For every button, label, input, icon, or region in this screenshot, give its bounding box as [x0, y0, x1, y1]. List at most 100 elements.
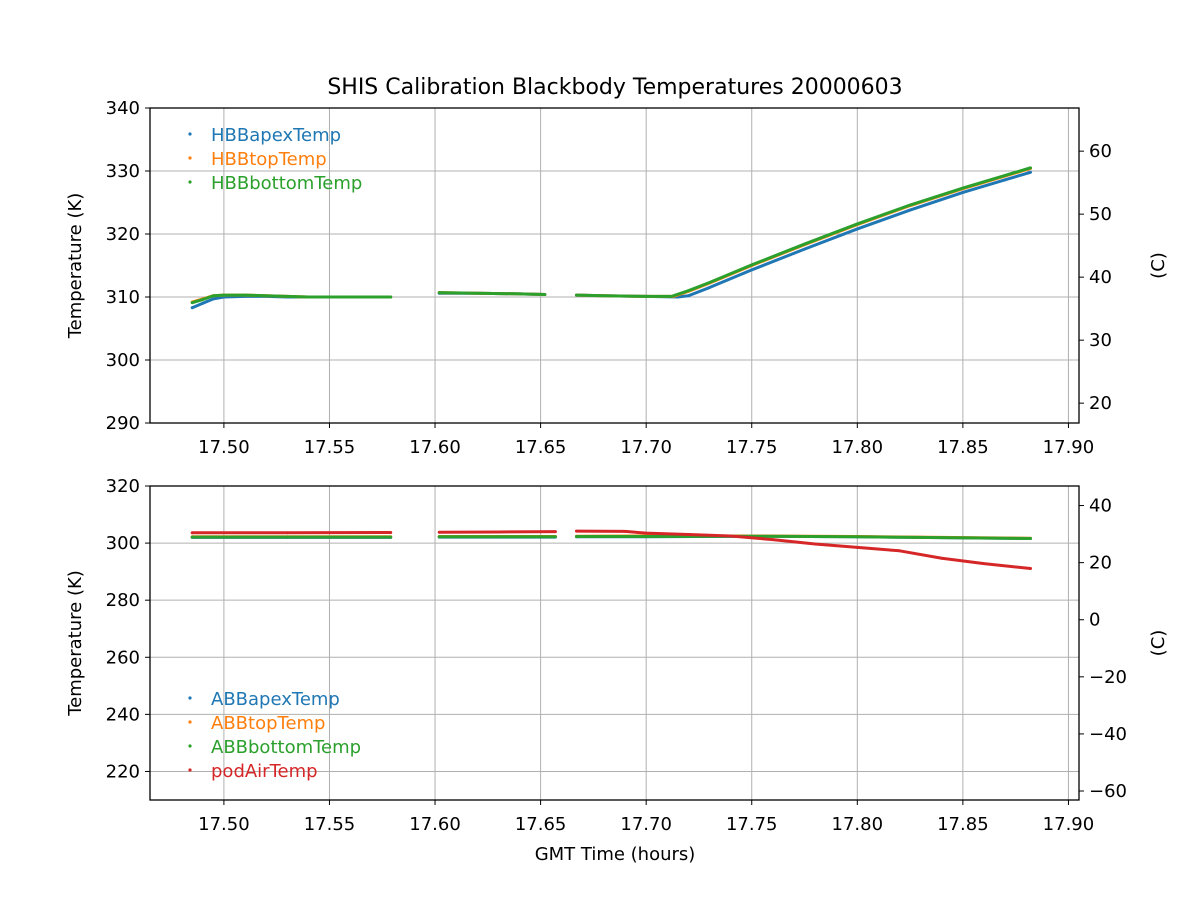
y-tick-label: 300 — [106, 533, 140, 554]
data-point — [201, 298, 205, 301]
data-point — [201, 301, 205, 305]
y2-tick-label: 60 — [1089, 141, 1112, 162]
data-point — [803, 242, 806, 246]
data-point — [1029, 567, 1032, 570]
data-point — [1029, 166, 1032, 170]
legend-label: HBBbottomTemp — [211, 173, 362, 194]
data-point — [687, 533, 690, 536]
data-point — [389, 531, 393, 534]
y-tick-label: 260 — [106, 647, 140, 668]
y-tick-label: 240 — [106, 704, 140, 725]
data-point — [855, 222, 859, 226]
x-tick-label: 17.90 — [1043, 437, 1095, 458]
data-point — [1003, 174, 1007, 177]
data-point — [190, 306, 194, 310]
y2-tick-label: −20 — [1089, 667, 1127, 688]
bottom-panel-abb: 17.50 17.55 17.60 17.65 17.70 17.75 17.80 17.85… — [65, 476, 1169, 835]
legend-label: podAirTemp — [211, 761, 318, 782]
x-tick-label: 17.50 — [198, 814, 250, 835]
data-point — [670, 294, 673, 298]
y-tick-label: 320 — [106, 476, 140, 497]
data-point — [898, 549, 901, 553]
data-point — [285, 535, 289, 539]
data-point — [644, 531, 648, 535]
series-trace — [575, 534, 1032, 541]
data-point — [496, 530, 500, 534]
data-point — [961, 186, 965, 190]
series-podAirTemp — [190, 529, 1032, 570]
x-tick-label: 17.70 — [620, 814, 672, 835]
data-point — [623, 529, 627, 533]
series-trace — [190, 293, 393, 305]
data-point — [687, 294, 690, 298]
data-point — [771, 538, 775, 542]
x-tick-label: 17.80 — [832, 814, 884, 835]
data-point — [855, 227, 859, 231]
data-point — [803, 247, 806, 251]
data-point — [908, 208, 912, 212]
data-point — [496, 535, 500, 539]
legend-label: ABBbottomTemp — [211, 737, 361, 758]
x-axis-label: GMT Time (hours) — [535, 844, 696, 865]
y-tick-label: 320 — [106, 224, 140, 245]
x-tick-label: 17.75 — [726, 437, 778, 458]
legend-marker — [188, 768, 192, 772]
legend-marker — [188, 720, 192, 724]
data-point — [940, 536, 944, 540]
x-tick-label: 17.50 — [198, 437, 250, 458]
legend: ABBapexTemp ABBtopTemp ABBbottomTemp podAir… — [188, 689, 361, 782]
x-tick-label: 17.80 — [832, 437, 884, 458]
data-point — [211, 297, 215, 301]
y2-tick-label: 20 — [1089, 393, 1112, 414]
data-point — [553, 535, 557, 539]
x-tick-label: 17.70 — [620, 437, 672, 458]
data-point — [1003, 178, 1007, 182]
y-tick-label: 220 — [106, 761, 140, 782]
data-point — [211, 294, 215, 298]
series-ABBbottomTemp — [190, 534, 1032, 541]
data-point — [644, 294, 648, 298]
x-tick-label: 17.75 — [726, 814, 778, 835]
data-point — [1029, 537, 1032, 540]
y2-tick-label: 20 — [1089, 553, 1112, 574]
x-tick-label: 17.90 — [1043, 814, 1095, 835]
data-point — [961, 191, 965, 194]
data-point — [687, 289, 690, 293]
legend-label: HBBtopTemp — [211, 149, 327, 170]
y-axis-label: Temperature (K) — [65, 193, 86, 340]
plot-area — [190, 166, 1032, 310]
y2-tick-label: −60 — [1089, 781, 1127, 802]
y2-tick-label: 0 — [1089, 610, 1100, 631]
data-point — [750, 263, 754, 267]
series-HBBbottomTemp — [190, 166, 1032, 305]
series-trace — [575, 529, 1032, 570]
data-point — [575, 529, 578, 533]
x-tick-label: 17.55 — [304, 437, 356, 458]
legend-marker — [188, 180, 192, 184]
data-point — [644, 535, 648, 538]
data-point — [437, 535, 441, 539]
legend-marker — [188, 696, 192, 700]
data-point — [285, 531, 289, 535]
data-point — [553, 530, 557, 534]
x-tick-label: 17.65 — [515, 814, 567, 835]
data-point — [190, 301, 194, 305]
chart-title: SHIS Calibration Blackbody Temperatures … — [327, 75, 902, 100]
y-tick-label: 340 — [106, 98, 140, 119]
data-point — [475, 291, 479, 295]
data-point — [602, 294, 606, 298]
y-tick-label: 300 — [106, 350, 140, 371]
legend-label: ABBtopTemp — [211, 713, 325, 734]
legend-marker — [188, 744, 192, 748]
data-point — [708, 286, 711, 289]
data-point — [908, 203, 912, 207]
y-tick-label: 280 — [106, 590, 140, 611]
series-trace — [437, 291, 547, 296]
data-point — [855, 535, 859, 539]
y2-axis-label: (C) — [1148, 630, 1169, 657]
y-tick-label: 290 — [106, 413, 140, 434]
plot-area — [190, 529, 1032, 570]
data-point — [243, 293, 247, 297]
